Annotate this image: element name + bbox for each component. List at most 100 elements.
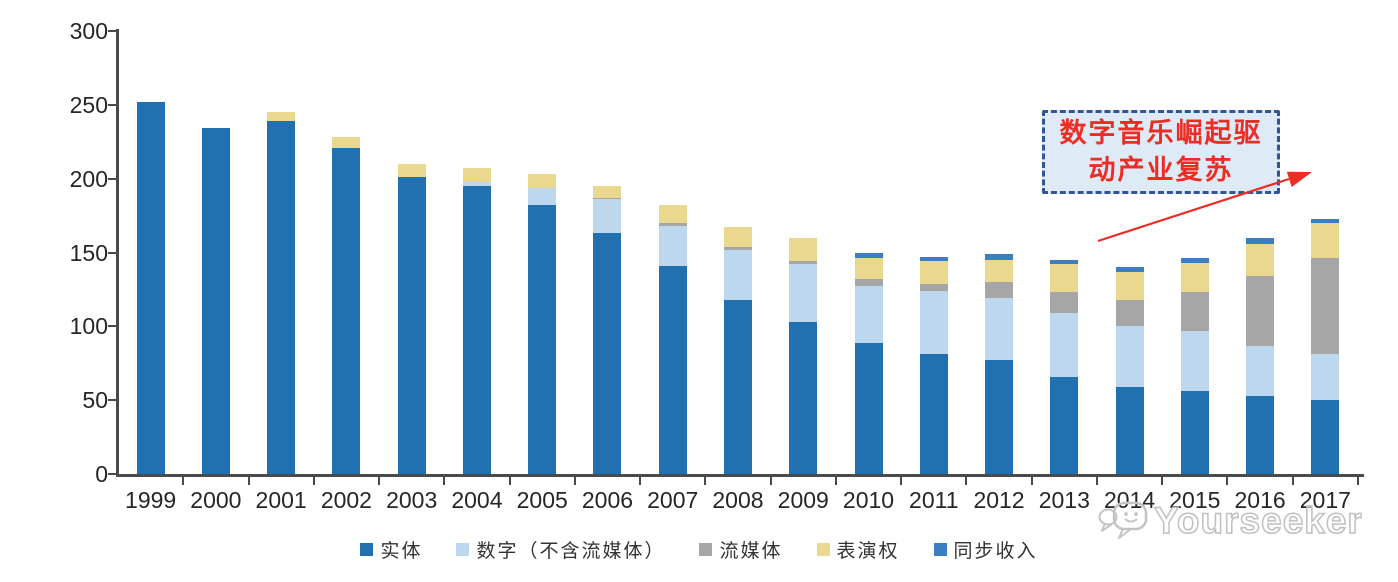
- bar-segment: [789, 261, 818, 265]
- bar-column-2009: [771, 237, 836, 474]
- bar-segment: [1311, 354, 1340, 401]
- legend-item: 数字（不含流媒体）: [456, 536, 665, 563]
- bar-segment: [1050, 313, 1079, 377]
- bar-segment: [985, 259, 1014, 283]
- x-tick-mark: [1095, 477, 1098, 485]
- x-tick-label: 2012: [973, 487, 1025, 513]
- x-tick-mark: [1226, 477, 1229, 485]
- legend-item: 表演权: [816, 536, 900, 563]
- bar-segment: [789, 264, 818, 322]
- y-tick-mark: [108, 177, 116, 180]
- bar-segment: [919, 354, 948, 474]
- watermark-text: Yourseeker: [1153, 499, 1363, 542]
- bar-column-2012: [966, 254, 1031, 474]
- y-tick-label: 150: [69, 239, 108, 266]
- bar-stack: [332, 137, 361, 474]
- bar-segment: [593, 233, 622, 474]
- x-tick-mark: [1161, 477, 1164, 485]
- x-tick-mark: [312, 477, 315, 485]
- bar-column-2014: [1097, 267, 1162, 474]
- bar-stack: [723, 227, 752, 474]
- bar-segment: [723, 246, 752, 250]
- y-tick-label: 250: [69, 91, 108, 118]
- chart-legend: 实体 数字（不含流媒体） 流媒体 表演权 同步收入: [0, 536, 1398, 563]
- x-tick-label: 2004: [451, 487, 503, 513]
- bar-segment: [1115, 299, 1144, 327]
- bar-segment: [1180, 391, 1209, 474]
- bar-segment: [658, 265, 687, 474]
- bar-column-2010: [836, 252, 901, 474]
- annotation-text-line1: 数字音乐崛起驱: [1059, 118, 1263, 148]
- x-tick-mark: [834, 477, 837, 485]
- legend-item: 实体: [360, 536, 422, 563]
- bar-column-2016: [1227, 237, 1292, 474]
- bar-segment: [919, 256, 948, 262]
- bar-stack: [919, 256, 948, 474]
- bar-segment: [854, 279, 883, 287]
- bar-segment: [919, 261, 948, 284]
- x-tick-mark: [769, 477, 772, 485]
- bar-segment: [332, 147, 361, 474]
- x-tick-label: 2002: [320, 487, 372, 513]
- x-axis-line: [116, 474, 1364, 477]
- annotation-callout: 数字音乐崛起驱 动产业复苏: [1042, 110, 1280, 194]
- bar-segment: [593, 197, 622, 200]
- y-axis-line: [116, 29, 119, 477]
- bar-segment: [528, 187, 557, 206]
- bar-segment: [1311, 218, 1340, 223]
- y-tick-label: 50: [82, 387, 108, 414]
- x-tick-label: 2015: [1169, 487, 1221, 513]
- legend-swatch-icon: [699, 543, 713, 556]
- y-tick-mark: [108, 251, 116, 254]
- bar-stack: [528, 174, 557, 474]
- x-tick-label: 2007: [647, 487, 699, 513]
- bar-stack: [1050, 259, 1079, 474]
- bar-stack: [136, 101, 165, 474]
- bar-column-2011: [901, 256, 966, 474]
- bar-segment: [462, 186, 491, 474]
- bar-stack: [789, 237, 818, 474]
- x-tick-label: 1999: [125, 487, 177, 513]
- legend-swatch-icon: [933, 543, 947, 556]
- x-tick-mark: [508, 477, 511, 485]
- bar-segment: [723, 227, 752, 247]
- bar-stack: [985, 254, 1014, 474]
- x-tick-mark: [704, 477, 707, 485]
- bar-column-2013: [1032, 259, 1097, 474]
- y-tick-mark: [108, 103, 116, 106]
- bar-segment: [1246, 345, 1275, 396]
- bar-segment: [789, 237, 818, 262]
- x-tick-label: 2000: [190, 487, 242, 513]
- bar-segment: [723, 299, 752, 474]
- bar-column-2007: [640, 205, 705, 474]
- legend-label: 数字（不含流媒体）: [476, 541, 666, 562]
- bar-segment: [462, 181, 491, 187]
- bar-column-2006: [575, 186, 640, 474]
- bar-segment: [1180, 262, 1209, 293]
- bar-segment: [1050, 376, 1079, 474]
- bar-stack: [267, 112, 296, 474]
- bar-stack: [201, 128, 230, 474]
- x-tick-mark: [1030, 477, 1033, 485]
- bar-stack: [397, 163, 426, 474]
- bar-segment: [1180, 292, 1209, 331]
- bar-segment: [397, 163, 426, 178]
- bar-stack: [1246, 237, 1275, 474]
- y-tick-label: 100: [69, 313, 108, 340]
- bar-stack: [1115, 267, 1144, 474]
- bar-segment: [1246, 395, 1275, 474]
- bar-segment: [919, 290, 948, 355]
- bar-segment: [267, 112, 296, 122]
- bar-column-2017: [1293, 218, 1358, 474]
- bar-stack: [462, 168, 491, 474]
- bar-column-2003: [379, 163, 444, 474]
- x-tick-mark: [247, 477, 250, 485]
- bar-column-2015: [1162, 258, 1227, 474]
- x-tick-label: 2016: [1234, 487, 1286, 513]
- x-tick-mark: [965, 477, 968, 485]
- y-tick-label: 200: [69, 165, 108, 192]
- bar-segment: [854, 258, 883, 280]
- y-tick-mark: [108, 473, 116, 475]
- x-tick-mark: [1291, 477, 1294, 485]
